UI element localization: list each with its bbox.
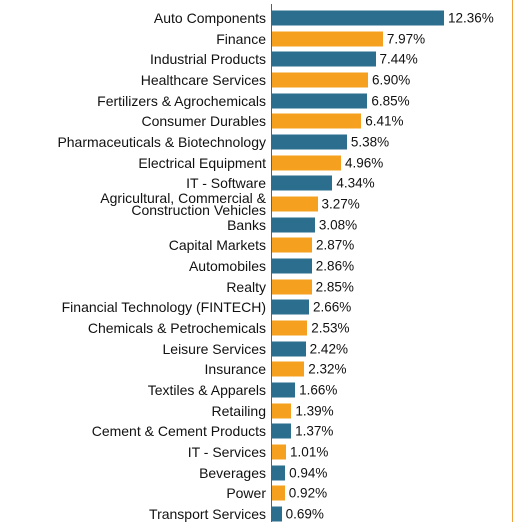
bar [272, 506, 282, 522]
bar [272, 382, 296, 398]
bar [272, 258, 312, 274]
category-label: Electrical Equipment [138, 154, 266, 171]
value-label: 2.86% [315, 258, 355, 274]
bar [272, 10, 444, 26]
category-label: Beverages [199, 464, 266, 481]
category-label: Leisure Services [162, 340, 267, 357]
category-label: Chemicals & Petrochemicals [87, 320, 266, 336]
bar [272, 155, 342, 171]
value-label: 1.01% [290, 444, 329, 460]
value-label: 7.97% [386, 31, 426, 47]
bar [272, 175, 333, 191]
bar [272, 320, 308, 336]
bar [272, 237, 312, 253]
category-label: Transport Services [149, 506, 266, 522]
category-label: Consumer Durables [141, 113, 267, 130]
bar [272, 134, 347, 150]
bar [272, 299, 310, 315]
value-label: 3.08% [318, 217, 358, 233]
bar [272, 341, 306, 357]
category-label: Healthcare Services [140, 72, 266, 88]
category-label: Textiles & Apparels [147, 382, 266, 398]
bar [272, 485, 285, 501]
value-label: 3.27% [321, 196, 360, 212]
value-label: 2.87% [315, 237, 355, 253]
bar [272, 113, 362, 129]
category-label: Retailing [211, 402, 266, 419]
category-label: Banks [227, 216, 266, 233]
bar [272, 465, 286, 481]
category-label: Industrial Products [150, 51, 266, 68]
bar [272, 279, 312, 295]
category-label: Agricultural, Commercial & Construction … [100, 190, 266, 218]
bar [272, 72, 369, 88]
value-label: 5.38% [350, 134, 390, 150]
category-label: Finance [216, 30, 266, 47]
bar [272, 423, 292, 439]
value-label: 6.41% [365, 113, 404, 129]
category-label: Fertilizers & Agrochemicals [97, 92, 266, 109]
bar [272, 403, 292, 419]
bar [272, 51, 376, 67]
value-label: 2.85% [315, 279, 354, 295]
value-label: 0.94% [289, 465, 328, 481]
category-label: Cement & Cement Products [91, 423, 266, 440]
value-label: 1.66% [299, 382, 338, 398]
bar [272, 31, 383, 47]
value-label: 2.66% [313, 299, 352, 315]
frame-border [512, 0, 513, 522]
category-label: Insurance [204, 361, 266, 378]
value-label: 4.96% [345, 155, 384, 171]
category-label: Automobiles [188, 258, 266, 274]
category-label: Financial Technology (FINTECH) [61, 299, 266, 316]
value-label: 7.44% [379, 51, 418, 67]
value-label: 2.53% [311, 320, 350, 336]
value-label: 4.34% [336, 175, 375, 191]
value-label: 1.39% [295, 403, 334, 419]
value-label: 6.90% [372, 72, 411, 88]
value-label: 0.69% [285, 506, 324, 522]
bar [272, 444, 287, 460]
category-label: Power [226, 485, 266, 502]
category-label: Realty [226, 278, 266, 295]
bar [272, 217, 315, 233]
category-label: IT - Software [186, 175, 266, 192]
value-label: 6.85% [371, 93, 410, 109]
category-label: Auto Components [153, 10, 266, 26]
value-label: 2.32% [308, 361, 347, 377]
axis-line [271, 4, 272, 522]
value-label: 2.42% [309, 341, 348, 357]
bar [272, 361, 305, 377]
value-label: 12.36% [448, 10, 494, 26]
bar [272, 93, 368, 109]
category-label: IT - Services [187, 444, 266, 460]
category-label: Pharmaceuticals & Biotechnology [57, 134, 266, 150]
value-label: 0.92% [288, 485, 328, 501]
category-label: Capital Markets [168, 237, 266, 254]
bar [272, 196, 318, 212]
value-label: 1.37% [295, 423, 334, 439]
